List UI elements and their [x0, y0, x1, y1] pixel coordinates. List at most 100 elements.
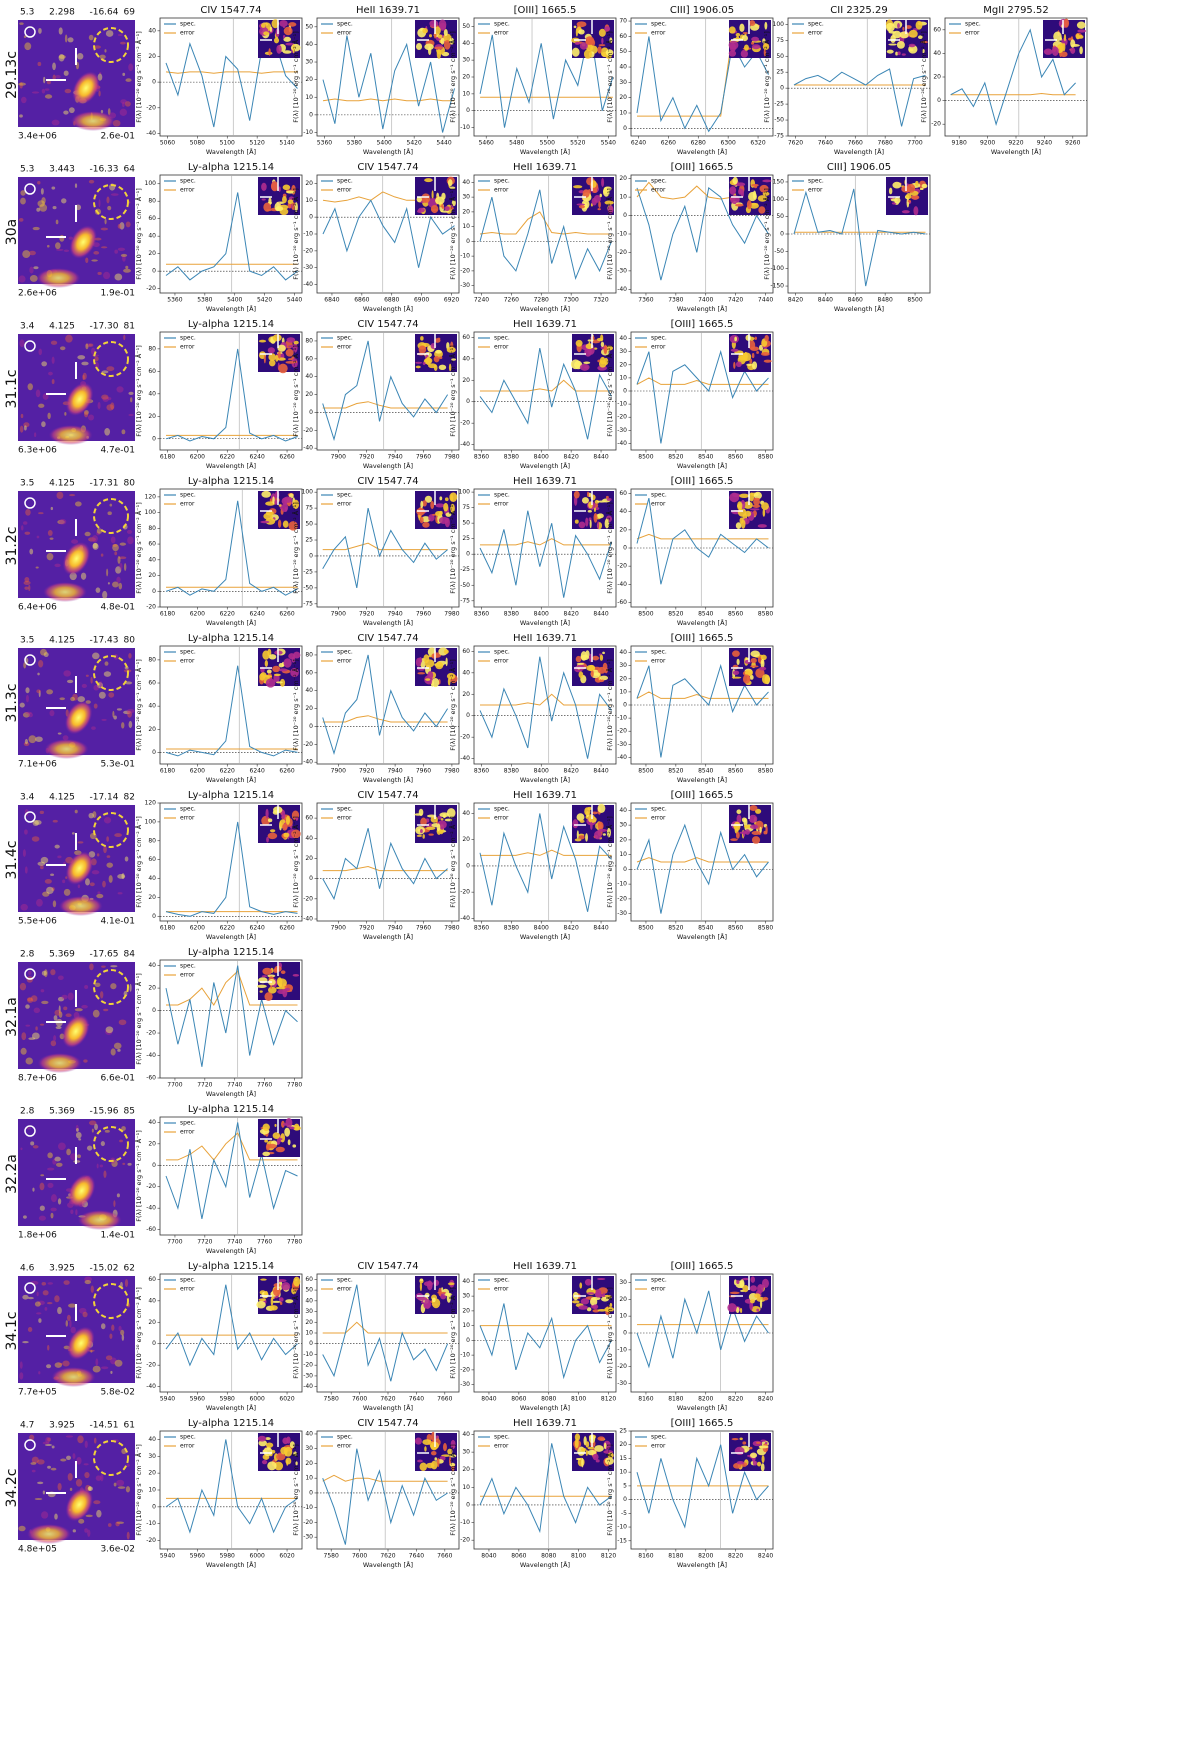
panel-title: CIII] 1906.05	[827, 162, 891, 173]
image-speckle	[47, 1152, 53, 1159]
image-speckle	[110, 965, 118, 968]
image-speckle	[583, 361, 591, 365]
image-speckle	[435, 503, 445, 508]
y-tick-label: 0	[623, 545, 627, 552]
image-speckle	[20, 190, 26, 196]
image-speckle	[264, 992, 273, 1001]
image-speckle	[270, 1296, 274, 1306]
image-speckle	[735, 361, 742, 368]
x-tick-label: 8560	[728, 454, 743, 461]
image-speckle	[63, 670, 72, 677]
image-speckle	[284, 1127, 291, 1137]
image-speckle	[607, 1452, 614, 1459]
legend-label: error	[180, 501, 195, 508]
image-speckle	[44, 88, 50, 91]
image-speckle	[76, 1127, 79, 1132]
image-speckle	[732, 493, 741, 498]
panel-title: HeII 1639.71	[356, 5, 420, 16]
image-speckle	[278, 1297, 284, 1302]
x-axis-label: Wavelength [Å]	[677, 932, 727, 941]
image-speckle	[744, 510, 752, 517]
image-speckle	[106, 862, 114, 868]
x-tick-label: 5440	[287, 297, 302, 304]
x-axis-label: Wavelength [Å]	[834, 147, 884, 156]
x-tick-label: 5120	[250, 140, 265, 147]
image-speckle	[76, 52, 84, 60]
x-tick-label: 9240	[1037, 140, 1052, 147]
x-tick-label: 8180	[668, 1396, 683, 1403]
image-speckle	[57, 855, 62, 859]
image-speckle	[596, 500, 607, 503]
row-label: 31.2c	[4, 527, 20, 566]
x-tick-label: 6260	[279, 454, 294, 461]
image-speckle	[292, 43, 295, 54]
panel-title: [OIII] 1665.5	[671, 476, 734, 487]
legend-label: error	[337, 1443, 352, 1450]
image-speckle	[920, 40, 929, 44]
aperture-circle	[93, 27, 129, 63]
error-line	[165, 71, 298, 74]
image-speckle	[759, 184, 769, 193]
thumbnail-stat: 5.3	[20, 165, 34, 175]
x-tick-label: 8220	[728, 1396, 743, 1403]
image-speckle	[120, 253, 128, 257]
thumbnail-stat: 82	[124, 793, 135, 803]
image-speckle	[598, 28, 606, 37]
x-tick-label: 8220	[728, 1553, 743, 1560]
image-speckle	[115, 1521, 120, 1527]
y-tick-label: 10	[619, 374, 627, 381]
legend-label: error	[965, 30, 980, 37]
y-axis-label: F(λ) [10⁻²⁰ erg s⁻¹ cm⁻² Å⁻¹]	[605, 1444, 614, 1536]
image-speckle	[65, 334, 73, 343]
legend-label: error	[651, 30, 666, 37]
image-speckle	[22, 1294, 29, 1300]
image-speckle	[62, 1360, 70, 1367]
image-speckle	[425, 678, 431, 681]
x-tick-label: 5400	[227, 297, 242, 304]
image-speckle	[55, 248, 64, 251]
y-axis-label: F(λ) [10⁻²⁰ erg s⁻¹ cm⁻² Å⁻¹]	[134, 31, 143, 123]
image-speckle	[40, 989, 45, 993]
x-tick-label: 5960	[190, 1396, 205, 1403]
x-tick-label: 5460	[479, 140, 494, 147]
image-speckle	[751, 183, 759, 187]
image-speckle	[437, 34, 443, 39]
image-speckle	[292, 974, 300, 977]
image-speckle	[38, 1318, 42, 1323]
image-speckle	[63, 70, 69, 76]
image-speckle	[36, 1312, 42, 1315]
x-tick-label: 7900	[331, 611, 346, 618]
image-speckle	[84, 1528, 88, 1533]
thumbnail-stat: 4.125	[49, 322, 75, 332]
thumbnail-image	[18, 1119, 135, 1226]
image-speckle	[114, 249, 119, 254]
y-tick-label: -10	[617, 1524, 627, 1531]
x-axis-label: Wavelength [Å]	[520, 932, 570, 941]
image-speckle	[582, 189, 590, 198]
y-tick-label: 0	[152, 268, 156, 275]
image-speckle	[437, 1291, 447, 1294]
y-axis-label: F(λ) [10⁻²⁰ erg s⁻¹ cm⁻² Å⁻¹]	[291, 816, 300, 908]
y-tick-label: -20	[146, 1537, 156, 1544]
image-speckle	[604, 200, 614, 205]
x-tick-label: 6240	[631, 140, 646, 147]
image-speckle	[20, 903, 28, 911]
y-tick-label: 0	[623, 1330, 627, 1337]
image-speckle	[108, 875, 113, 883]
thumbnail-stat: 3.5	[20, 479, 34, 489]
image-speckle	[589, 519, 592, 529]
image-speckle	[81, 361, 89, 366]
image-speckle	[1070, 47, 1076, 54]
spec-line	[636, 663, 769, 758]
panel-title: Ly-alpha 1215.14	[188, 1104, 274, 1115]
x-axis-label: Wavelength [Å]	[206, 932, 256, 941]
y-tick-label: -150	[770, 283, 784, 290]
image-speckle	[915, 20, 923, 30]
x-axis-label: Wavelength [Å]	[206, 1089, 256, 1098]
image-speckle	[66, 679, 74, 684]
image-speckle	[35, 566, 39, 569]
y-tick-label: 20	[619, 94, 627, 101]
image-speckle	[274, 1123, 277, 1127]
image-speckle	[58, 1005, 61, 1014]
